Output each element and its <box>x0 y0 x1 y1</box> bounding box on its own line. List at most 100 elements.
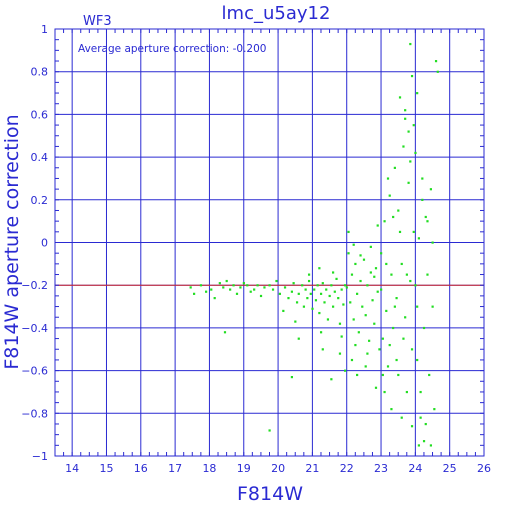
data-point <box>366 284 369 287</box>
data-point <box>414 284 417 287</box>
data-point <box>424 215 427 219</box>
data-point <box>326 318 330 321</box>
data-point <box>429 444 433 447</box>
data-point <box>218 282 221 285</box>
data-point <box>417 237 420 240</box>
data-point <box>306 297 309 300</box>
data-point <box>402 145 405 148</box>
data-point <box>278 292 281 295</box>
x-tick-label: 24 <box>408 462 422 475</box>
data-point <box>410 425 414 428</box>
data-point <box>400 262 403 266</box>
data-point <box>350 358 354 362</box>
data-point <box>323 301 326 304</box>
data-point <box>397 373 400 377</box>
data-point <box>268 429 271 432</box>
data-point <box>433 408 436 411</box>
data-point <box>380 252 383 255</box>
data-point <box>311 307 314 310</box>
data-point <box>383 390 386 394</box>
data-point <box>412 230 415 234</box>
data-point <box>416 92 419 95</box>
x-tick-label: 14 <box>65 462 79 475</box>
average-annotation: Average aperture correction: -0.200 <box>78 43 266 55</box>
data-point <box>283 286 287 289</box>
y-tick-label: −0.8 <box>21 407 48 420</box>
data-point <box>404 117 407 120</box>
data-point <box>421 198 424 201</box>
data-point <box>342 303 345 306</box>
x-tick-label: 21 <box>305 462 319 475</box>
data-point <box>385 309 388 313</box>
data-point <box>199 284 203 287</box>
data-point <box>419 390 422 394</box>
data-point <box>232 284 235 287</box>
data-point <box>414 151 417 155</box>
data-point <box>256 284 259 287</box>
data-point <box>359 254 362 257</box>
data-point <box>381 373 384 377</box>
data-point <box>374 267 378 270</box>
data-point <box>393 305 396 308</box>
data-point <box>239 286 242 289</box>
data-point <box>398 230 402 234</box>
data-point <box>297 337 300 340</box>
data-point <box>222 286 225 289</box>
data-point <box>287 297 290 300</box>
data-point <box>268 284 271 287</box>
data-point <box>373 275 376 278</box>
data-point <box>404 316 407 319</box>
data-point <box>271 288 275 291</box>
data-point <box>362 258 366 261</box>
data-point <box>292 282 295 285</box>
y-tick-label: 0.6 <box>31 108 49 121</box>
data-point <box>421 177 424 180</box>
data-point <box>307 279 311 283</box>
data-point <box>393 166 396 169</box>
y-tick-label: −0.6 <box>21 365 48 378</box>
x-tick-label: 23 <box>374 462 388 475</box>
data-point <box>369 245 372 248</box>
data-point <box>422 326 426 330</box>
data-point <box>319 292 323 295</box>
data-point <box>436 70 439 73</box>
data-point <box>301 284 304 287</box>
data-point <box>345 286 348 289</box>
data-point <box>426 273 429 276</box>
data-point <box>210 288 213 291</box>
data-point <box>390 408 393 411</box>
data-point <box>390 273 393 276</box>
data-point <box>386 365 390 368</box>
data-point <box>223 331 227 334</box>
data-point <box>431 305 434 308</box>
data-point <box>350 273 354 276</box>
data-point <box>356 292 359 295</box>
data-point <box>431 241 434 244</box>
data-point <box>400 416 403 419</box>
data-point <box>410 74 414 78</box>
data-point <box>361 305 364 308</box>
data-point <box>385 262 388 266</box>
data-point <box>352 243 355 246</box>
chart-title: lmc_u5ay12 <box>222 3 331 24</box>
data-point <box>356 373 359 377</box>
data-point <box>416 305 419 308</box>
data-point <box>314 299 318 302</box>
data-point <box>407 181 410 184</box>
data-point <box>354 343 357 347</box>
data-point <box>335 277 338 280</box>
y-axis-label: F814W aperture correction <box>1 114 23 369</box>
data-point <box>304 288 307 291</box>
data-point <box>428 373 431 377</box>
y-tick-label: 0.2 <box>31 194 49 207</box>
y-tick-label: 0.4 <box>31 151 49 164</box>
y-tick-label: −0.4 <box>21 322 48 335</box>
y-tick-label: −1 <box>32 450 48 463</box>
data-point <box>249 290 252 293</box>
data-point <box>429 188 433 191</box>
x-tick-label: 18 <box>202 462 216 475</box>
data-point <box>378 348 381 351</box>
corner-label: WF3 <box>83 14 112 29</box>
data-point <box>229 288 232 291</box>
data-point <box>307 273 311 276</box>
